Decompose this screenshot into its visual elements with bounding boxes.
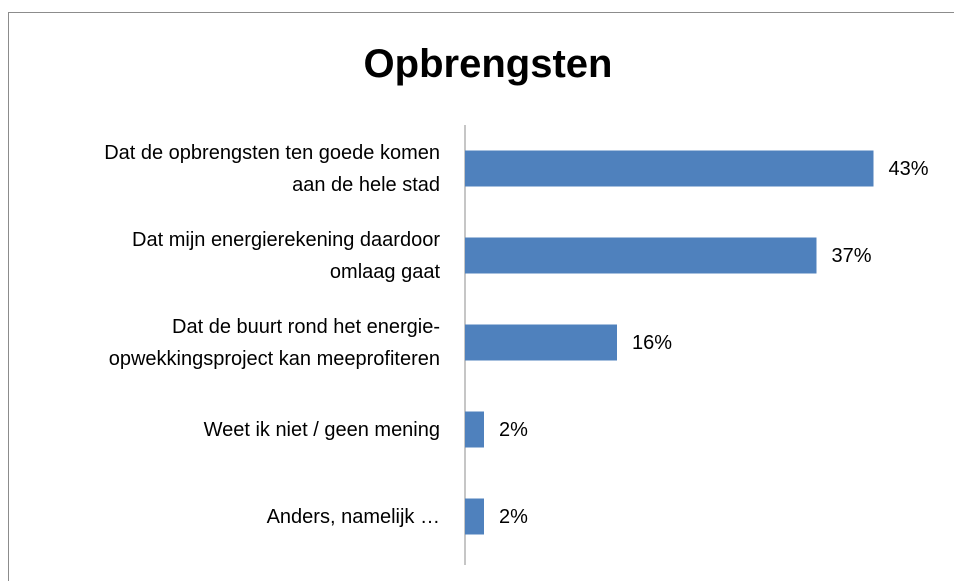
category-label: Anders, namelijk …: [266, 505, 440, 528]
chart-frame: [8, 12, 954, 581]
value-label: 37%: [832, 245, 872, 267]
value-label: 43%: [889, 158, 929, 180]
bar: [465, 237, 817, 274]
value-label: 16%: [632, 332, 672, 354]
bar: [465, 324, 617, 361]
category-label: Dat de opbrengsten ten goede komen aan d…: [104, 141, 440, 196]
category-label: Dat de buurt rond het energie- opwekking…: [108, 315, 440, 370]
chart-title: Opbrengsten: [363, 42, 613, 86]
bar: [465, 498, 484, 535]
category-label: Weet ik niet / geen mening: [203, 418, 440, 441]
bar: [465, 150, 874, 187]
value-label: 2%: [499, 419, 528, 441]
value-label: 2%: [499, 506, 528, 528]
category-label: Dat mijn energierekening daardoor omlaag…: [132, 228, 440, 283]
bar: [465, 411, 484, 448]
